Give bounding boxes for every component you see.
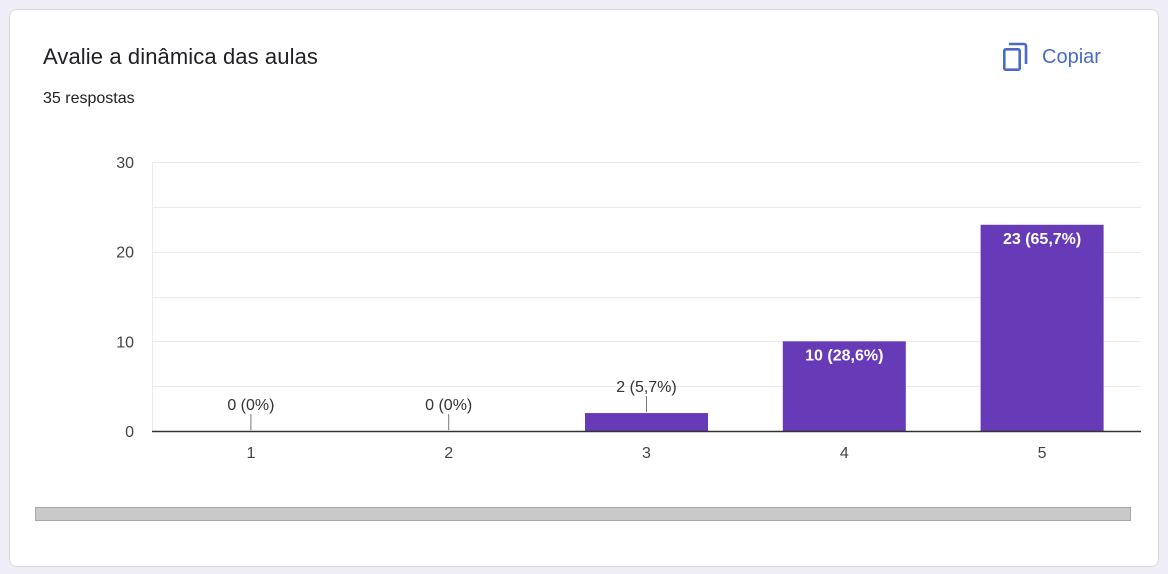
question-card: Avalie a dinâmica das aulas 35 respostas… xyxy=(9,9,1159,567)
y-tick-label: 30 xyxy=(116,155,134,172)
x-tick-label: 5 xyxy=(1038,445,1047,462)
data-label: 0 (0%) xyxy=(425,397,472,414)
x-tick-label: 4 xyxy=(840,445,849,462)
bar xyxy=(782,341,906,431)
y-tick-label: 10 xyxy=(116,334,134,351)
horizontal-scrollbar[interactable] xyxy=(35,507,1131,521)
data-label: 23 (65,7%) xyxy=(1003,231,1081,248)
data-label: 2 (5,7%) xyxy=(616,379,676,396)
bar xyxy=(585,413,708,431)
x-tick-label: 1 xyxy=(246,445,255,462)
y-tick-label: 20 xyxy=(116,245,134,262)
question-title: Avalie a dinâmica das aulas xyxy=(43,44,319,69)
x-tick-label: 3 xyxy=(642,445,651,462)
bar xyxy=(980,224,1104,431)
response-count: 35 respostas xyxy=(43,90,135,107)
copy-button-label: Copiar xyxy=(1042,45,1101,68)
copy-icon xyxy=(1002,42,1028,72)
data-label: 10 (28,6%) xyxy=(805,347,883,364)
data-label: 0 (0%) xyxy=(227,397,274,414)
x-tick-label: 2 xyxy=(444,445,453,462)
copy-button[interactable]: Copiar xyxy=(1002,37,1101,77)
y-tick-label: 0 xyxy=(125,424,134,441)
